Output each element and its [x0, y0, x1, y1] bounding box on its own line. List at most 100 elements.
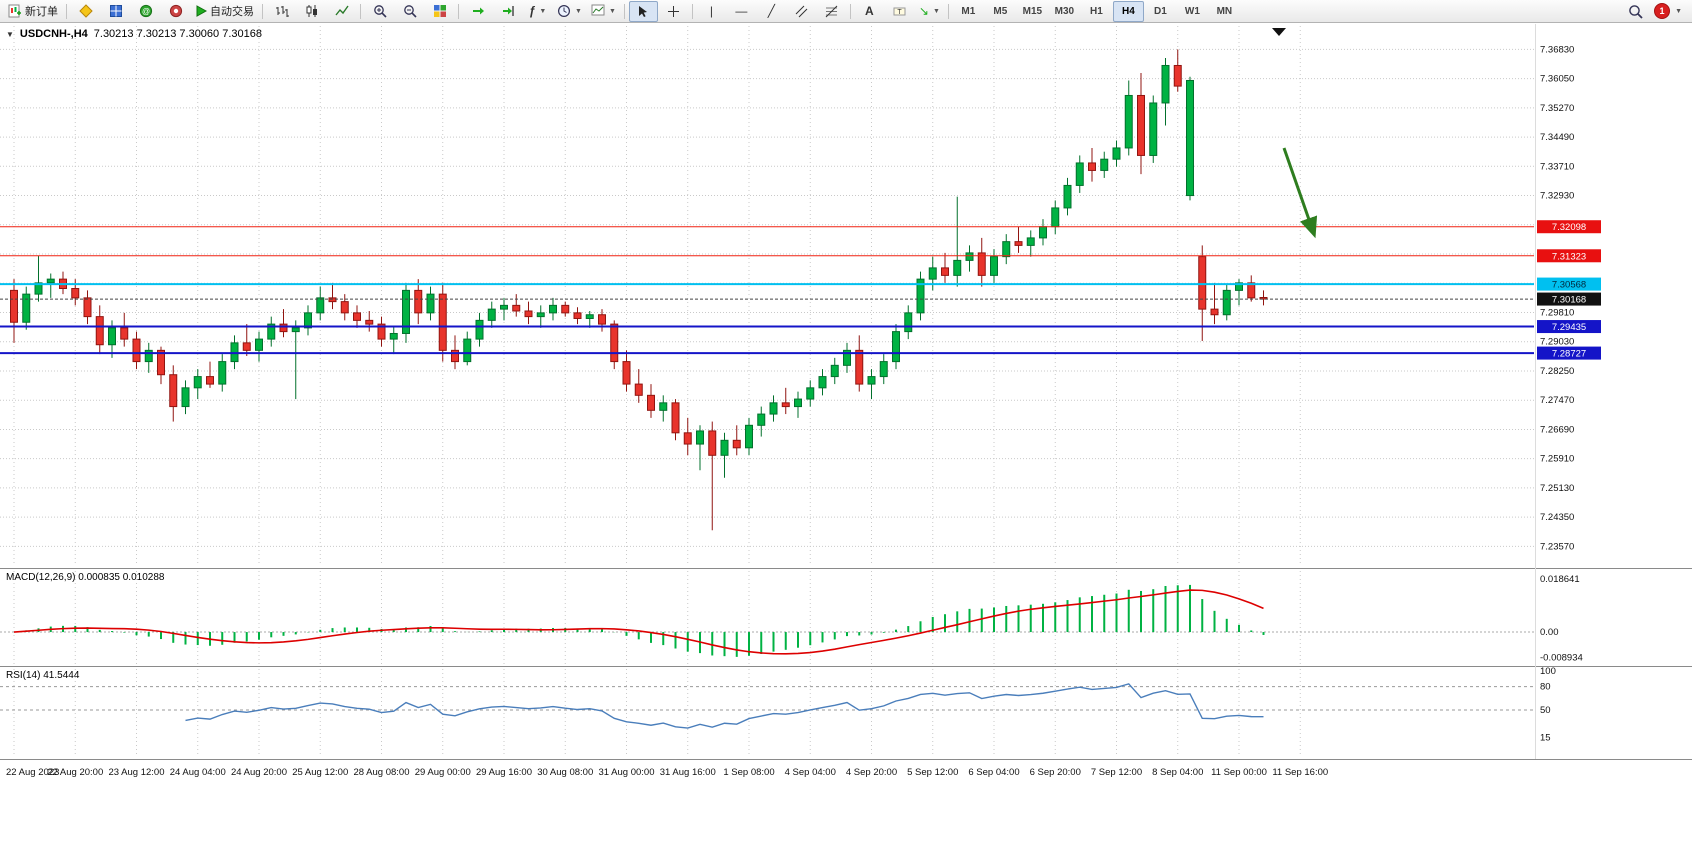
svg-text:7.27470: 7.27470	[1540, 395, 1574, 406]
annotation-arrow[interactable]	[1282, 147, 1318, 239]
timeframe-w1-button[interactable]: W1	[1184, 5, 1200, 17]
horizontal-line-icon: —	[735, 4, 748, 18]
toolbar-separator	[691, 3, 693, 19]
chevron-down-icon: ▼	[539, 7, 547, 15]
svg-text:7.28250: 7.28250	[1540, 366, 1574, 377]
metaeditor-icon	[78, 4, 93, 18]
vertical-line-tool-button[interactable]: |	[697, 1, 726, 22]
timeframe-m15-button[interactable]: M15	[1022, 5, 1043, 17]
timeframe-m1-button[interactable]: M1	[961, 5, 976, 17]
svg-text:7.30168: 7.30168	[1552, 295, 1586, 306]
auto-scroll-button[interactable]	[463, 1, 492, 22]
arrows-tool-button[interactable]: ↘ ▼	[915, 1, 944, 22]
svg-text:7.26690: 7.26690	[1540, 424, 1574, 435]
timeframe-d1-button[interactable]: D1	[1153, 5, 1167, 17]
svg-text:15: 15	[1540, 732, 1551, 743]
chevron-down-icon: ▼	[608, 7, 616, 15]
svg-text:7.32930: 7.32930	[1540, 191, 1574, 202]
chart-canvas[interactable]: 7.36830 7.36050 7.35270 7.34490 7.33710 7.329…	[0, 24, 1692, 784]
svg-text:7.29030: 7.29030	[1540, 337, 1574, 348]
new-order-button[interactable]: 新订单	[4, 1, 62, 22]
toolbar-separator	[66, 3, 67, 19]
svg-text:7.36830: 7.36830	[1540, 44, 1574, 55]
price-grid	[0, 48, 1534, 547]
chart-collapse-icon[interactable]: ▼	[6, 29, 14, 39]
svg-text:100: 100	[1540, 666, 1556, 677]
svg-text:30 Aug 08:00: 30 Aug 08:00	[537, 767, 593, 778]
svg-text:7.31323: 7.31323	[1552, 251, 1586, 262]
tile-windows-button[interactable]	[425, 1, 454, 22]
templates-button[interactable]: ▼	[587, 1, 620, 22]
svg-text:7.36050: 7.36050	[1540, 74, 1574, 85]
chart-shift-button[interactable]	[493, 1, 522, 22]
horizontal-line-tool-button[interactable]: —	[727, 1, 756, 22]
svg-text:80: 80	[1540, 682, 1551, 693]
timeframe-m5-button[interactable]: M5	[993, 5, 1008, 17]
toolbar-separator	[947, 3, 949, 19]
zoom-out-button[interactable]	[395, 1, 424, 22]
toolbar-separator	[623, 3, 625, 19]
macd-indicator-label: MACD(12,26,9) 0.000835 0.010288	[6, 572, 165, 583]
crosshair-icon	[667, 5, 679, 17]
svg-text:7.28727: 7.28727	[1552, 349, 1586, 360]
svg-text:6 Sep 04:00: 6 Sep 04:00	[968, 767, 1019, 778]
zoom-in-button[interactable]	[365, 1, 394, 22]
svg-text:23 Aug 12:00: 23 Aug 12:00	[109, 767, 165, 778]
crosshair-button[interactable]	[659, 1, 688, 22]
chart-ohlc-values: 7.30213 7.30213 7.30060 7.30168	[93, 28, 262, 40]
arrow-object-icon: ↘	[918, 4, 929, 18]
price-axis-labels: 7.36830 7.36050 7.35270 7.34490 7.33710 7.329…	[1540, 44, 1574, 552]
channel-tool-button[interactable]	[787, 1, 816, 22]
cursor-button[interactable]	[628, 0, 658, 22]
svg-text:0.00: 0.00	[1540, 627, 1559, 638]
svg-text:25 Aug 12:00: 25 Aug 12:00	[292, 767, 348, 778]
search-button[interactable]	[1621, 1, 1650, 22]
svg-text:7.32098: 7.32098	[1552, 222, 1586, 233]
chart-shift-marker[interactable]	[1272, 28, 1286, 36]
indicators-button[interactable]: ƒ ▼	[523, 1, 552, 22]
svg-text:24 Aug 20:00: 24 Aug 20:00	[231, 767, 287, 778]
timeframe-m30-button[interactable]: M30	[1054, 5, 1075, 17]
svg-text:6 Sep 20:00: 6 Sep 20:00	[1030, 767, 1081, 778]
cursor-arrow-icon	[638, 5, 647, 17]
svg-text:11 Sep 00:00: 11 Sep 00:00	[1211, 767, 1267, 778]
timeframe-h1-button[interactable]: H1	[1089, 5, 1103, 17]
trendline-tool-button[interactable]: ╱	[757, 1, 786, 22]
metaeditor-button[interactable]	[71, 1, 100, 22]
pane-separators[interactable]	[0, 568, 1692, 760]
bar-chart-button[interactable]	[267, 1, 296, 22]
terminal-button[interactable]	[161, 1, 190, 22]
periods-button[interactable]: ▼	[553, 1, 586, 22]
line-chart-button[interactable]	[327, 1, 356, 22]
text-label-tool-button[interactable]: T	[885, 1, 914, 22]
svg-text:7.35270: 7.35270	[1540, 103, 1574, 114]
chevron-down-icon[interactable]: ▼	[1675, 7, 1682, 15]
autotrading-button[interactable]: 自动交易	[191, 1, 258, 22]
chart-header: ▼ USDCNH-,H4 7.30213 7.30213 7.30060 7.3…	[6, 28, 262, 40]
timeframe-mn-button[interactable]: MN	[1216, 5, 1233, 17]
svg-text:7.29810: 7.29810	[1540, 307, 1574, 318]
svg-text:0.018641: 0.018641	[1540, 574, 1580, 585]
time-grid	[13, 26, 1301, 757]
new-order-icon	[8, 4, 21, 18]
svg-text:-0.008934: -0.008934	[1540, 653, 1583, 664]
toolbar-separator	[360, 3, 361, 19]
new-order-label: 新订单	[25, 6, 58, 18]
svg-text:5 Sep 12:00: 5 Sep 12:00	[907, 767, 958, 778]
rsi-axis-labels: 100 80 50 15	[1540, 666, 1556, 743]
notification-badge[interactable]: 1	[1654, 3, 1671, 19]
zoom-out-icon	[403, 5, 417, 18]
channel-icon	[795, 5, 808, 17]
navigator-icon	[109, 5, 122, 17]
text-tool-button[interactable]: A	[855, 1, 884, 22]
search-icon	[1629, 4, 1643, 19]
navigator-button[interactable]	[101, 1, 130, 22]
svg-text:7.23570: 7.23570	[1540, 541, 1574, 552]
svg-text:7.34490: 7.34490	[1540, 132, 1574, 143]
community-button[interactable]: @	[131, 1, 160, 22]
timeframe-h4-button[interactable]: H4	[1112, 0, 1144, 22]
fibonacci-tool-button[interactable]	[817, 1, 846, 22]
candlestick-chart-button[interactable]	[297, 1, 326, 22]
line-chart-icon	[334, 5, 349, 16]
